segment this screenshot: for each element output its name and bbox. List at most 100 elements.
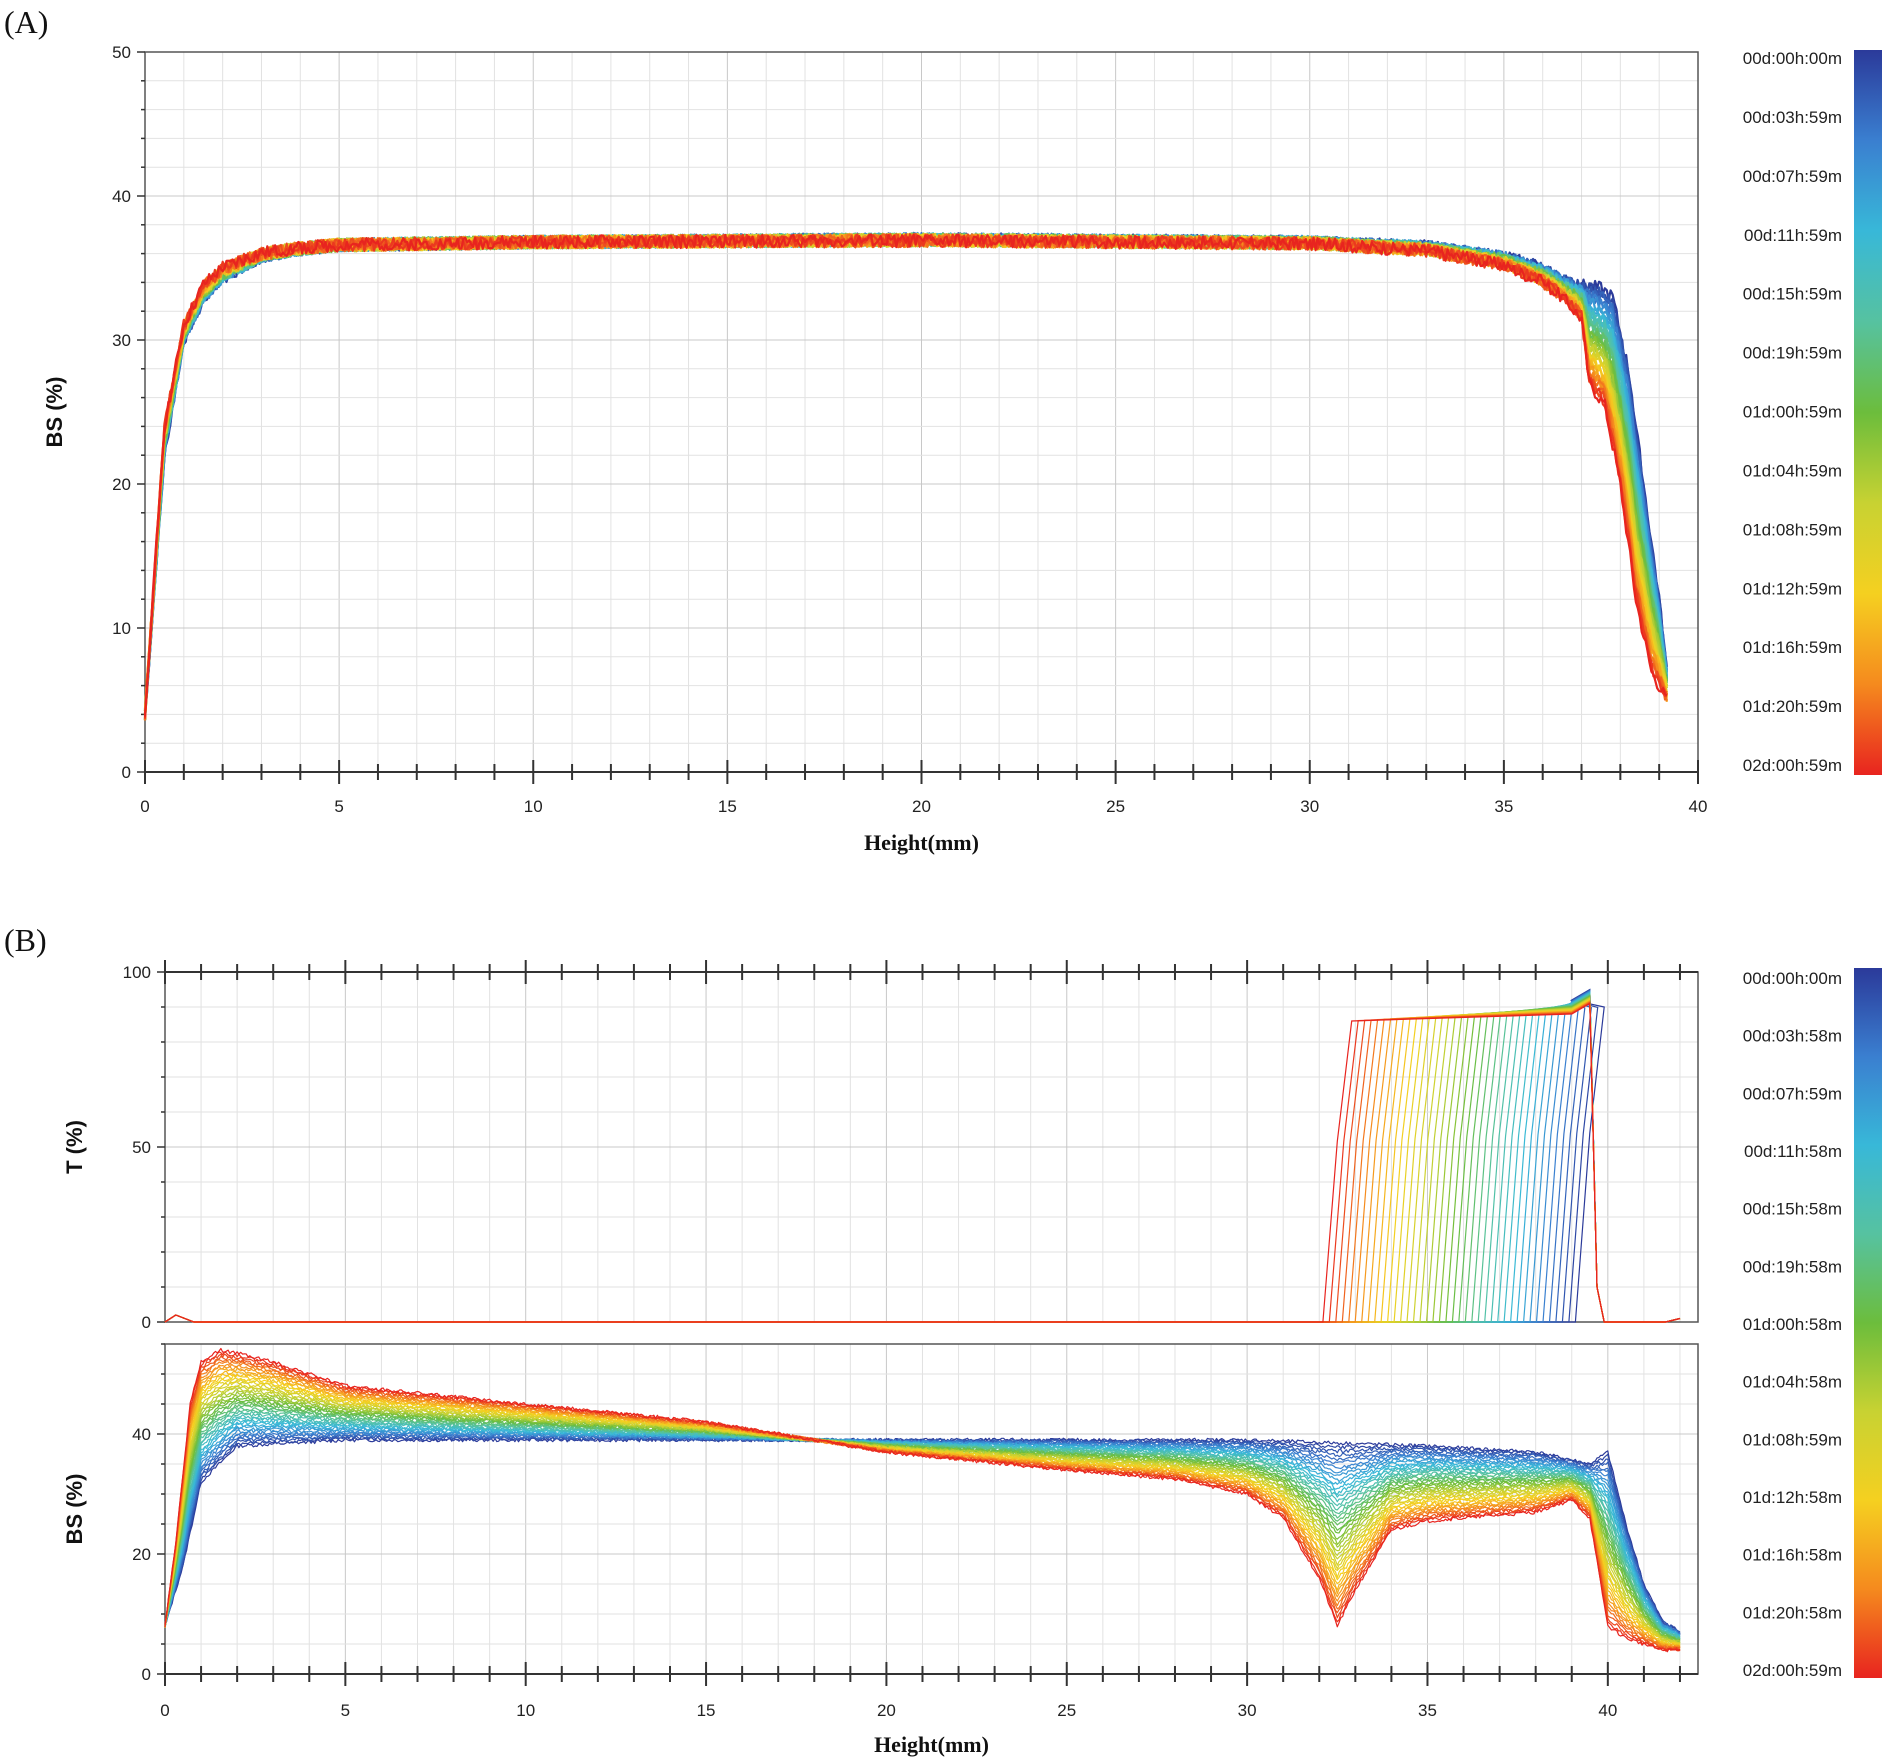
colorbar-label: 00d:03h:59m: [1743, 108, 1842, 127]
series-line: [143, 232, 1668, 715]
series-line: [143, 232, 1668, 720]
colorbar-label: 01d:20h:59m: [1743, 697, 1842, 716]
y-tick-label: 40: [112, 187, 131, 206]
x-tick-label: 0: [140, 797, 149, 816]
series-line: [143, 232, 1668, 709]
colorbar-label: 01d:16h:58m: [1743, 1546, 1842, 1565]
series-line: [164, 1370, 1681, 1648]
series-line: [143, 232, 1668, 720]
grid: [144, 51, 1699, 773]
series-line: [143, 232, 1668, 721]
colorbar-label: 00d:19h:58m: [1743, 1257, 1842, 1276]
series-line: [143, 232, 1668, 716]
y-tick-label: 0: [142, 1313, 151, 1332]
series-group: [143, 231, 1668, 721]
x-tick-label: 25: [1057, 1701, 1076, 1720]
series-line: [143, 232, 1668, 711]
x-tick-label: 15: [697, 1701, 716, 1720]
x-tick-label: 40: [1689, 797, 1708, 816]
series-line: [164, 1431, 1681, 1635]
series-line: [164, 1435, 1681, 1635]
series-line: [143, 233, 1668, 713]
y-axis-label: BS (%): [42, 377, 67, 448]
colorbar-label: 01d:12h:58m: [1743, 1488, 1842, 1507]
x-tick-label: 35: [1494, 797, 1513, 816]
colorbar-label: 01d:04h:59m: [1743, 461, 1842, 480]
series-group: [164, 988, 1681, 1323]
x-tick-label: 20: [877, 1701, 896, 1720]
series-line: [143, 233, 1668, 714]
chart-b-transmission: 0 50 100 T (%) 00d:00h:00m 00d:03h:58m 00d:07h…: [62, 960, 1842, 1680]
x-tick-label: 5: [334, 797, 343, 816]
series-line: [143, 232, 1668, 719]
series-line: [143, 233, 1668, 711]
x-tick-label: 5: [341, 1701, 350, 1720]
series-line: [143, 232, 1668, 711]
series-line: [143, 233, 1668, 716]
series-line: [143, 232, 1668, 719]
series-line: [143, 232, 1668, 717]
x-tick-label: 0: [160, 1701, 169, 1720]
colorbar-gradient: [1854, 968, 1882, 1678]
y-tick-label: 0: [142, 1665, 151, 1684]
series-line: [143, 233, 1668, 717]
colorbar-label: 01d:16h:59m: [1743, 638, 1842, 657]
x-tick-label: 40: [1598, 1701, 1617, 1720]
y-axis-label: T (%): [62, 1120, 87, 1174]
tick-marks: [157, 960, 1698, 1323]
series-line: [143, 233, 1668, 716]
series-line: [143, 233, 1668, 721]
x-tick-label: 25: [1106, 797, 1125, 816]
colorbar-label: 00d:07h:59m: [1743, 167, 1842, 186]
series-line: [164, 1347, 1681, 1653]
series-line: [143, 231, 1668, 714]
series-line: [143, 232, 1668, 714]
colorbar-b: [1854, 968, 1882, 1678]
x-axis-label: Height(mm): [864, 830, 979, 855]
y-tick-label: 30: [112, 331, 131, 350]
series-line: [164, 1351, 1681, 1652]
colorbar-label: 01d:00h:59m: [1743, 403, 1842, 422]
series-line: [143, 233, 1668, 719]
series-line: [143, 231, 1668, 711]
colorbar-label: 01d:08h:59m: [1743, 1430, 1842, 1449]
panel-label-a: (A): [4, 4, 49, 40]
series-group: [164, 1347, 1681, 1653]
colorbar-label: 00d:11h:58m: [1744, 1142, 1842, 1161]
colorbar-label: 00d:15h:59m: [1743, 285, 1842, 304]
grid: [164, 971, 1698, 1323]
y-tick-label: 20: [132, 1545, 151, 1564]
x-tick-label: 15: [718, 797, 737, 816]
x-axis-label: Height(mm): [874, 1732, 989, 1757]
y-axis-label: BS (%): [62, 1474, 87, 1545]
y-tick-label: 0: [122, 763, 131, 782]
x-tick-label: 20: [912, 797, 931, 816]
colorbar-label: 01d:04h:58m: [1743, 1373, 1842, 1392]
series-line: [143, 232, 1668, 710]
colorbar-label: 00d:07h:59m: [1743, 1084, 1842, 1103]
panel-label-b: (B): [4, 922, 47, 958]
series-line: [143, 233, 1668, 719]
series-line: [143, 232, 1668, 720]
colorbar-gradient: [1854, 50, 1882, 775]
y-tick-label: 100: [123, 963, 151, 982]
chart-b-bs: 0 5 10 15 20 25 30 35 40 0 20 40 BS (%) Height(mm): [62, 1343, 1699, 1757]
series-line: [143, 232, 1668, 712]
y-tick-label: 50: [132, 1138, 151, 1157]
x-tick-label: 30: [1238, 1701, 1257, 1720]
series-line: [143, 232, 1668, 711]
series-line: [143, 232, 1668, 714]
series-line: [143, 232, 1668, 709]
series-line: [164, 1002, 1681, 1323]
colorbar-label: 02d:00h:59m: [1743, 1661, 1842, 1680]
colorbar-label: 00d:11h:59m: [1744, 226, 1842, 245]
series-line: [143, 232, 1668, 721]
tick-marks: [157, 1343, 1698, 1686]
series-line: [164, 1397, 1681, 1642]
y-tick-label: 40: [132, 1425, 151, 1444]
series-line: [143, 233, 1668, 719]
colorbar-label: 00d:00h:00m: [1743, 49, 1842, 68]
colorbar-label: 00d:03h:58m: [1743, 1027, 1842, 1046]
series-line: [143, 233, 1668, 718]
